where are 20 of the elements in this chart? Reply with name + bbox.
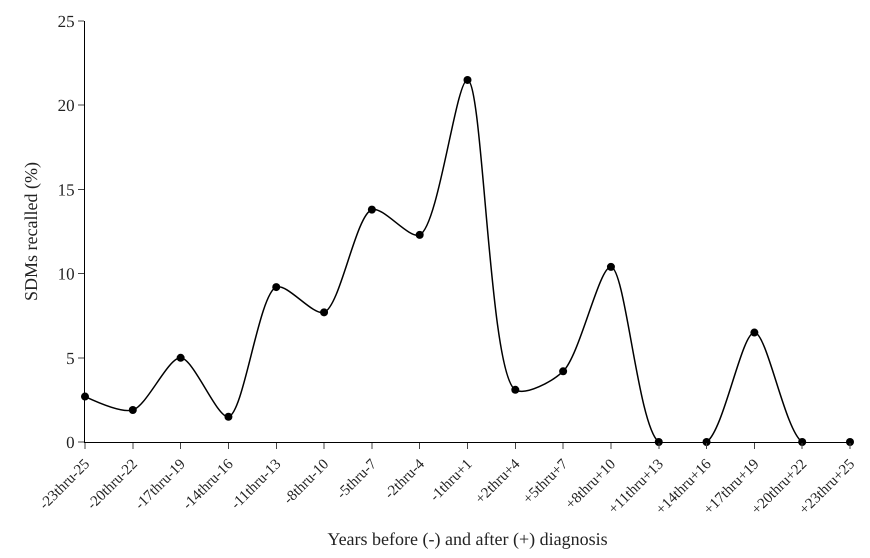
point xyxy=(320,308,328,316)
y-tick-label: 10 xyxy=(58,264,75,284)
y-tick-label: 20 xyxy=(58,96,75,116)
x-axis-title: Years before (-) and after (+) diagnosis xyxy=(327,529,608,549)
point xyxy=(416,230,424,239)
point xyxy=(750,328,758,337)
point xyxy=(128,406,137,414)
point xyxy=(272,283,280,292)
point xyxy=(464,76,472,84)
point xyxy=(368,206,376,214)
y-tick-label: 5 xyxy=(66,348,75,368)
y-tick-label: 0 xyxy=(66,432,75,452)
y-tick-label: 15 xyxy=(58,180,75,200)
point xyxy=(559,367,568,376)
y-tick-label: 25 xyxy=(58,12,75,31)
point xyxy=(511,386,520,394)
point xyxy=(224,412,232,421)
point xyxy=(606,262,615,271)
y-axis-title: SDMs recalled (%) xyxy=(20,162,41,301)
point xyxy=(176,354,185,362)
